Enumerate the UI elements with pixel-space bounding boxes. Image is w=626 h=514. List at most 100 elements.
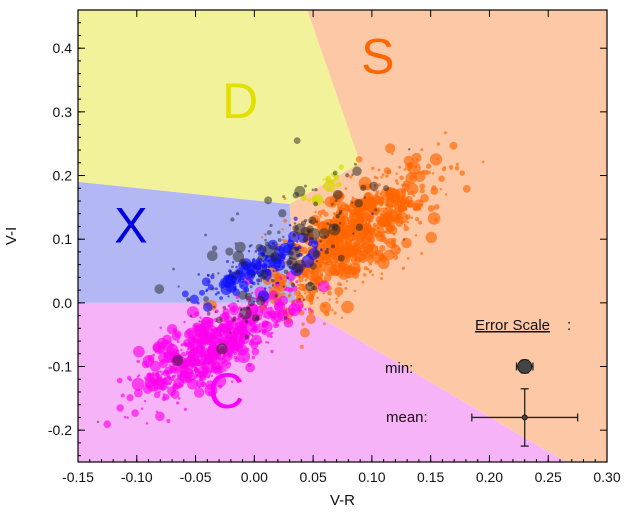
- point-s: [379, 212, 384, 217]
- point-x: [254, 250, 258, 253]
- point-unclassified: [294, 223, 306, 235]
- point-s: [386, 194, 400, 208]
- point-s: [304, 278, 308, 282]
- point-s: [316, 281, 320, 285]
- point-s: [379, 245, 386, 252]
- point-s: [419, 188, 425, 194]
- point-c: [262, 330, 265, 334]
- point-unclassified: [236, 299, 240, 303]
- point-x: [253, 261, 262, 270]
- point-s: [304, 251, 307, 255]
- point-c: [137, 374, 141, 377]
- point-x: [231, 285, 237, 291]
- point-s: [367, 235, 376, 244]
- point-s: [372, 222, 377, 227]
- point-s: [374, 233, 378, 237]
- point-c: [222, 357, 225, 360]
- point-unclassified: [369, 181, 379, 191]
- point-s: [355, 156, 363, 163]
- point-s: [351, 229, 355, 233]
- point-s: [315, 262, 322, 269]
- point-s: [357, 237, 360, 240]
- point-unclassified: [203, 296, 210, 303]
- point-unclassified: [290, 282, 296, 288]
- point-unclassified: [319, 239, 322, 243]
- point-unclassified: [228, 271, 232, 275]
- point-s: [381, 173, 385, 177]
- point-s: [368, 271, 372, 274]
- point-s: [349, 239, 353, 243]
- point-s: [420, 252, 424, 256]
- point-c: [283, 317, 294, 328]
- point-s: [370, 194, 381, 206]
- point-s: [398, 165, 402, 169]
- point-c: [270, 349, 274, 354]
- point-unclassified: [294, 259, 306, 272]
- point-s: [405, 214, 411, 220]
- point-unclassified: [335, 214, 340, 219]
- point-c: [153, 378, 165, 390]
- point-c: [216, 362, 220, 365]
- data-points-layer: [96, 131, 485, 428]
- point-x: [214, 287, 218, 291]
- point-c: [225, 327, 239, 340]
- point-c: [159, 326, 163, 329]
- point-s: [281, 227, 284, 231]
- point-s: [444, 193, 448, 196]
- point-s: [354, 247, 360, 253]
- point-c: [173, 374, 177, 377]
- point-unclassified: [308, 216, 317, 225]
- point-c: [233, 351, 237, 356]
- point-unclassified: [363, 196, 367, 199]
- point-s: [462, 185, 471, 193]
- point-x: [227, 275, 231, 278]
- point-s: [375, 246, 379, 249]
- error-mean-marker: [521, 414, 528, 421]
- point-s: [340, 274, 344, 278]
- point-s: [427, 212, 441, 225]
- point-c: [212, 350, 216, 354]
- point-s: [403, 225, 409, 232]
- point-s: [314, 210, 317, 214]
- point-c: [152, 341, 166, 354]
- point-unclassified: [204, 233, 208, 237]
- point-unclassified: [270, 251, 280, 262]
- point-c: [260, 340, 263, 343]
- point-unclassified: [277, 238, 282, 242]
- point-c: [134, 388, 143, 398]
- point-x: [267, 269, 271, 273]
- point-c: [155, 411, 165, 422]
- point-unclassified: [236, 212, 240, 216]
- point-c: [176, 401, 180, 405]
- point-s: [392, 243, 397, 249]
- point-x: [226, 259, 229, 263]
- y-axis-label: V-I: [3, 227, 20, 245]
- point-unclassified: [257, 254, 265, 262]
- x-tick-label: -0.10: [121, 469, 153, 485]
- point-s: [384, 240, 388, 245]
- point-unclassified: [354, 198, 363, 208]
- point-unclassified: [234, 269, 240, 276]
- point-unclassified: [334, 199, 338, 202]
- point-unclassified: [402, 238, 406, 241]
- point-s: [361, 212, 367, 218]
- point-unclassified: [309, 262, 317, 270]
- point-s: [414, 234, 418, 237]
- point-c: [251, 347, 260, 356]
- point-c: [194, 337, 197, 340]
- point-c: [141, 360, 150, 369]
- error-scale-colon: :: [567, 317, 571, 334]
- point-s: [368, 220, 371, 224]
- point-s: [348, 209, 352, 212]
- point-unclassified: [211, 245, 218, 251]
- point-s: [336, 240, 339, 243]
- point-s: [439, 188, 443, 191]
- point-c: [254, 337, 257, 340]
- point-unclassified: [244, 334, 249, 339]
- point-s: [361, 280, 365, 284]
- point-x: [275, 282, 278, 285]
- point-c: [266, 341, 270, 344]
- point-s: [426, 170, 431, 175]
- y-tick-label: -0.2: [48, 422, 72, 438]
